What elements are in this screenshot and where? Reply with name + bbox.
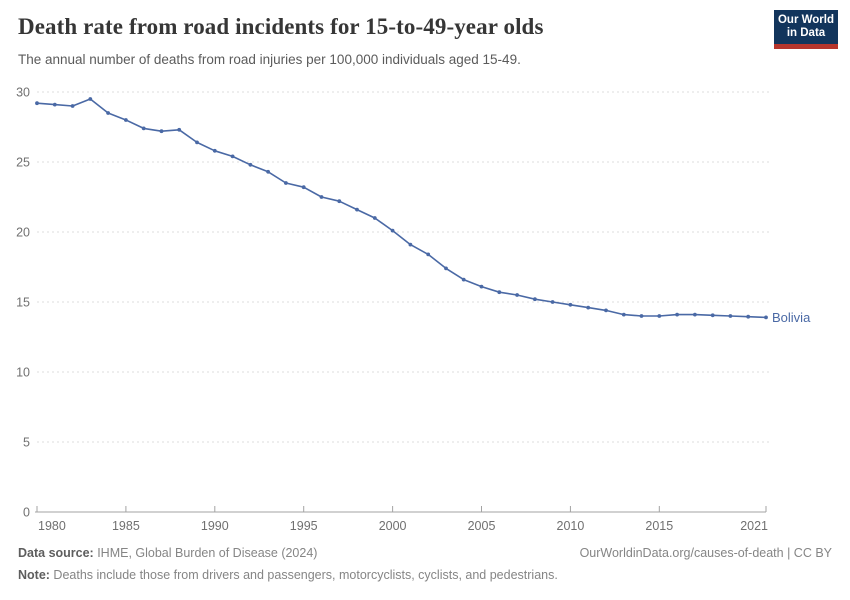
data-point-1990[interactable] [212, 148, 217, 153]
data-point-1989[interactable] [195, 140, 199, 145]
y-axis-tick-30: 30 [16, 86, 30, 100]
data-point-1982[interactable] [70, 104, 75, 108]
data-point-2018[interactable] [710, 313, 715, 318]
x-axis-tick-2015: 2015 [645, 519, 673, 533]
data-point-2001[interactable] [408, 242, 413, 247]
note-text: Note: Deaths include those from drivers … [18, 568, 558, 582]
data-point-2013[interactable] [621, 312, 626, 317]
data-point-2007[interactable] [515, 293, 519, 297]
x-axis-tick-1995: 1995 [290, 519, 318, 533]
data-point-2002[interactable] [426, 252, 431, 257]
data-point-1983[interactable] [88, 97, 93, 101]
data-point-2003[interactable] [444, 266, 448, 271]
data-point-1993[interactable] [266, 169, 270, 174]
chart-footer: Data source: IHME, Global Burden of Dise… [18, 546, 832, 582]
data-point-2020[interactable] [746, 314, 751, 319]
line-chart[interactable]: 0 5 10 15 20 25 30 1980 1985 1990 1995 2000 2005 2010… [0, 80, 850, 540]
data-point-2015[interactable] [657, 314, 662, 318]
x-axis-tick-1990: 1990 [201, 519, 229, 533]
x-axis-tick-1980: 1980 [38, 519, 66, 533]
data-point-2019[interactable] [728, 314, 733, 318]
x-axis-tick-2005: 2005 [468, 519, 496, 533]
owid-logo-line2: in Data [786, 27, 826, 39]
y-axis-tick-0: 0 [23, 506, 30, 520]
page-title: Death rate from road incidents for 15-to… [18, 14, 544, 39]
data-point-2011[interactable] [586, 305, 591, 310]
data-point-1980[interactable] [35, 101, 39, 106]
data-point-2021[interactable] [764, 315, 768, 320]
y-axis-tick-25: 25 [16, 156, 30, 170]
data-point-2006[interactable] [497, 290, 502, 295]
data-point-2016[interactable] [675, 312, 679, 317]
x-axis-tick-1985: 1985 [112, 519, 140, 533]
data-point-1997[interactable] [337, 199, 342, 204]
data-point-2008[interactable] [533, 297, 537, 302]
x-axis-tick-2021: 2021 [740, 519, 768, 533]
data-point-1986[interactable] [141, 126, 146, 131]
y-axis-tick-20: 20 [16, 226, 30, 240]
owid-logo: Our World in Data [774, 10, 838, 49]
data-point-1999[interactable] [372, 216, 377, 220]
owid-logo-line1: Our World [777, 14, 834, 26]
data-point-1985[interactable] [124, 118, 128, 122]
owid-link[interactable]: OurWorldinData.org/causes-of-death | CC … [579, 546, 832, 560]
data-point-2000[interactable] [390, 228, 395, 233]
note-label: Note: [18, 568, 50, 582]
data-point-1992[interactable] [248, 162, 253, 167]
x-axis-tick-2010: 2010 [557, 519, 585, 533]
data-point-1995[interactable] [301, 185, 306, 190]
data-point-1987[interactable] [159, 129, 164, 134]
series-label-bolivia[interactable]: Bolivia [772, 310, 811, 325]
data-point-1994[interactable] [284, 181, 288, 185]
chart-subtitle: The annual number of deaths from road in… [18, 52, 521, 67]
data-point-1998[interactable] [355, 207, 359, 212]
data-point-2014[interactable] [639, 314, 644, 318]
data-point-2010[interactable] [568, 302, 573, 307]
data-point-2017[interactable] [693, 312, 697, 317]
data-point-1996[interactable] [319, 195, 324, 199]
data-point-1984[interactable] [106, 111, 110, 115]
data-point-1981[interactable] [52, 102, 57, 107]
data-source-label: Data source: [18, 546, 94, 560]
x-axis-tick-2000: 2000 [379, 519, 407, 533]
data-point-2012[interactable] [604, 308, 608, 313]
data-point-2004[interactable] [461, 277, 466, 282]
series-line-bolivia[interactable] [36, 98, 767, 319]
data-point-1991[interactable] [230, 154, 235, 159]
data-point-2009[interactable] [550, 300, 555, 304]
data-point-2005[interactable] [479, 284, 484, 289]
y-axis-tick-10: 10 [16, 366, 30, 380]
data-point-1988[interactable] [177, 127, 182, 132]
y-axis-tick-15: 15 [16, 296, 30, 310]
y-axis-tick-5: 5 [23, 436, 30, 450]
data-source-text: Data source: IHME, Global Burden of Dise… [18, 546, 318, 560]
